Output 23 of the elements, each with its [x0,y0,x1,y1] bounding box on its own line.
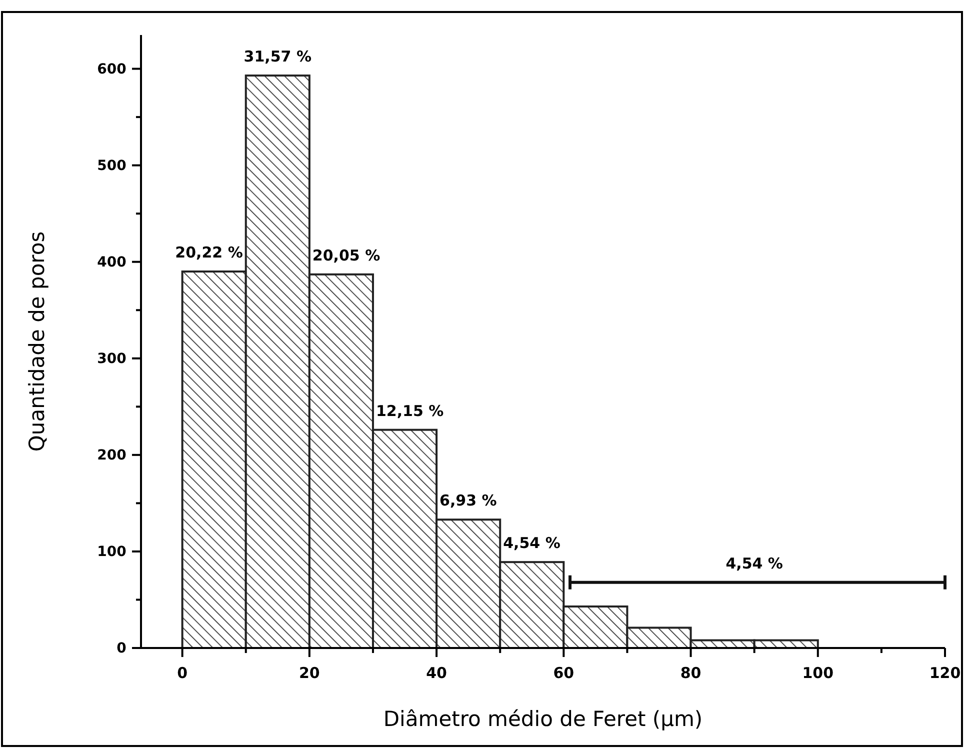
annotation: 12,15 % [376,402,444,420]
annotation: 4,54 % [503,534,560,552]
y-tick-label: 200 [97,447,127,464]
annotation: 20,05 % [312,246,380,264]
x-tick-label: 60 [553,664,574,682]
y-tick-label: 0 [116,640,127,656]
x-tick-label: 120 [929,664,961,682]
x-tick-label: 40 [426,664,447,682]
y-tick-label: 600 [97,61,127,78]
y-tick-label: 100 [97,544,127,560]
x-axis-title: Diâmetro médio de Feret (µm) [383,707,703,731]
annotation: 20,22 % [175,244,243,262]
x-tick-label: 80 [680,664,702,682]
y-axis-title: Quantidade de poros [25,231,49,452]
x-tick-label: 20 [298,664,320,682]
y-tick-label: 400 [97,254,127,270]
x-tick-label: 0 [177,664,188,682]
y-tick-label: 500 [97,158,127,174]
x-tick-label: 100 [802,664,834,682]
annotation: 4,54 % [726,554,783,572]
y-tick-label: 300 [97,350,127,367]
annotation: 31,57 % [244,48,312,66]
annotation: 6,93 % [440,492,497,510]
